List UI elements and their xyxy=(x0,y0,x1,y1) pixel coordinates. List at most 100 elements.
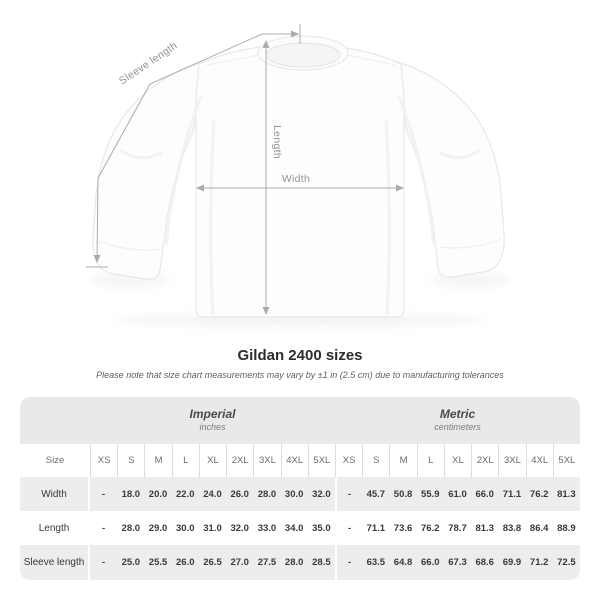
measurement-row: Width -18.0 20.0 22.0 24.0 26.0 28.0 30.0 32.0-4… xyxy=(20,477,580,511)
length-arrowhead-bottom xyxy=(262,307,270,315)
imperial-value-cell: 25.5 xyxy=(148,557,168,568)
size-col-header: L xyxy=(416,444,444,477)
right-sleeve-seam xyxy=(397,95,436,246)
metric-value-cell: 81.3 xyxy=(475,522,494,534)
size-header-cell: Size xyxy=(45,455,65,466)
imperial-value-cell: 34.0 xyxy=(284,522,304,534)
imperial-value-cell: 30.0 xyxy=(176,522,195,534)
metric-value-cell: 68.6 xyxy=(475,557,494,568)
size-col-header: XL xyxy=(443,444,471,477)
unit-section-imperial: Imperial inches xyxy=(90,407,335,433)
imperial-value-cell: 35.0 xyxy=(312,522,331,534)
size-col-header: S xyxy=(117,444,144,477)
imperial-value-cell: 22.0 xyxy=(176,488,195,500)
row-label: Length xyxy=(20,511,90,545)
size-col-header: 4XL xyxy=(525,444,553,477)
imperial-value-cell: 33.0 xyxy=(257,522,277,534)
size-col-header: 2XL xyxy=(226,444,253,477)
metric-value-cell: 55.9 xyxy=(421,488,440,500)
imperial-value-cell: 24.0 xyxy=(203,488,222,500)
sleeve-arrowhead-top xyxy=(291,30,299,38)
measurement-row: Sleeve length - 25.0 25.5 26.0 26.5 27.0 27.5 28… xyxy=(20,545,580,580)
metric-value-cell: - xyxy=(334,545,362,580)
imperial-value-cell: 26.0 xyxy=(176,557,195,568)
imperial-value-cell: 29.0 xyxy=(148,522,168,534)
metric-value-cell: 71.2 xyxy=(529,557,549,568)
metric-value-cell: 63.5 xyxy=(366,557,386,568)
right-cuff-seam xyxy=(439,238,502,249)
measurement-row: Length -28.0 29.0 30.0 31.0 32.0 33.0 34.0 35.0-… xyxy=(20,511,580,545)
metric-value-cell: 71.1 xyxy=(366,522,386,534)
imperial-value-cell: - xyxy=(102,522,106,534)
metric-value-cell: - xyxy=(334,477,362,511)
metric-value-cell: 76.2 xyxy=(529,488,549,500)
imperial-value-cell: 28.5 xyxy=(312,557,331,568)
length-measure: Length xyxy=(262,40,283,315)
imperial-value-cell: 18.0 xyxy=(121,488,141,500)
width-arrowhead-left xyxy=(196,184,204,192)
metric-value-cell: 76.2 xyxy=(421,522,440,534)
collar-opening xyxy=(265,42,341,68)
imperial-value-cell: 27.5 xyxy=(257,557,277,568)
size-col-header: 4XL xyxy=(280,444,308,477)
imperial-value-cell: - xyxy=(102,488,106,500)
metric-value-cell: 66.0 xyxy=(421,557,440,568)
metric-value-cell: 88.9 xyxy=(557,522,576,534)
right-body-fold xyxy=(384,119,391,316)
unit-title: Imperial xyxy=(189,407,236,422)
imperial-value-cell: 28.0 xyxy=(257,488,277,500)
imperial-value-cell: 26.5 xyxy=(203,557,222,568)
metric-value-cell: 71.1 xyxy=(502,488,522,500)
size-col-header: 5XL xyxy=(307,444,335,477)
left-sleeve-seam xyxy=(164,95,203,246)
imperial-value-cell: 26.0 xyxy=(230,488,249,500)
imperial-value-cell: 27.0 xyxy=(230,557,249,568)
shirt-diagram: Sleeve length Length Width xyxy=(86,24,510,326)
size-col-header: M xyxy=(144,444,171,477)
left-body-fold xyxy=(209,119,216,316)
width-arrowhead-right xyxy=(396,184,404,192)
size-table: Imperial inches Metric centimeters Size XS S M L… xyxy=(20,397,580,580)
unit-title: Metric xyxy=(439,407,476,422)
right-elbow-wrinkle xyxy=(439,148,481,160)
metric-value-cell: 83.8 xyxy=(502,522,522,534)
shirt-illustration xyxy=(90,35,510,326)
metric-value-cell: 50.8 xyxy=(393,488,413,500)
imperial-value-cell: 31.0 xyxy=(203,522,222,534)
left-cuff-seam xyxy=(98,240,162,251)
right-sleeve xyxy=(393,60,505,278)
metric-value-cell: 86.4 xyxy=(529,522,549,534)
metric-value-cell: 61.0 xyxy=(448,488,467,500)
metric-value-cell: 69.9 xyxy=(502,557,522,568)
size-col-header: 3XL xyxy=(498,444,525,477)
size-col-header: 5XL xyxy=(552,444,580,477)
left-sleeve xyxy=(92,60,207,280)
unit-band: Imperial inches Metric centimeters xyxy=(20,397,580,444)
unit-section-metric: Metric centimeters xyxy=(335,407,580,433)
size-col-header: M xyxy=(389,444,416,477)
imperial-value-cell: 32.0 xyxy=(230,522,249,534)
tolerance-note: Please note that size chart measurements… xyxy=(96,370,504,380)
unit-subtitle: centimeters xyxy=(434,422,481,433)
sleeve-arrowhead-bottom xyxy=(93,255,101,263)
size-col-header: XL xyxy=(198,444,226,477)
metric-value-cell: 81.3 xyxy=(557,488,576,500)
size-col-header: S xyxy=(362,444,389,477)
imperial-value-cell: 25.0 xyxy=(121,557,141,568)
metric-value-cell: 66.0 xyxy=(475,488,494,500)
metric-value-cell: - xyxy=(334,511,362,545)
imperial-value-cell: - xyxy=(102,557,106,568)
imperial-value-cell: 28.0 xyxy=(121,522,141,534)
imperial-value-cell: 28.0 xyxy=(284,557,304,568)
size-col-header: XS xyxy=(90,444,117,477)
metric-value-cell: 72.5 xyxy=(557,557,576,568)
shoulder-seams xyxy=(205,54,396,66)
sleeve-measure-line xyxy=(96,33,299,263)
page-title: Gildan 2400 sizes xyxy=(237,347,363,364)
metric-value-cell: 67.3 xyxy=(448,557,467,568)
row-label: Width xyxy=(20,477,90,511)
left-elbow-wrinkle xyxy=(119,148,163,160)
metric-value-cell: 64.8 xyxy=(393,557,413,568)
length-arrowhead-top xyxy=(262,40,270,48)
